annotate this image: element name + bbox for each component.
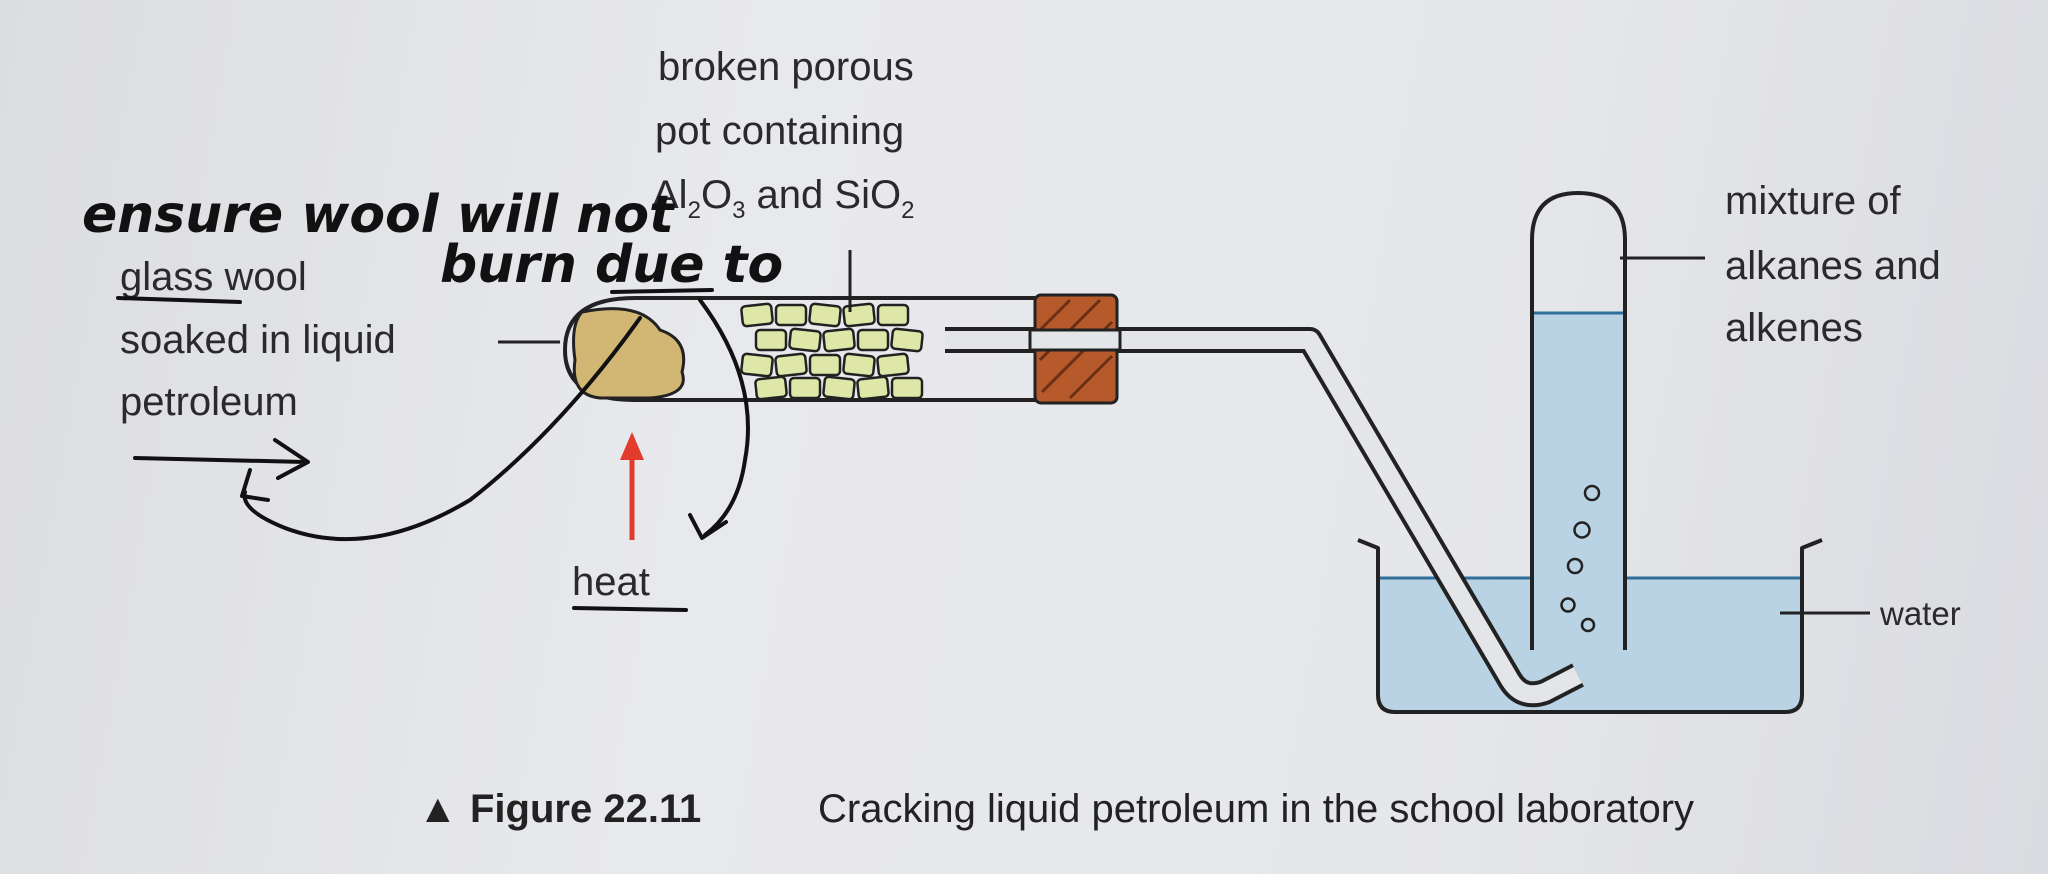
mixture-label-line3: alkenes (1725, 306, 1863, 350)
catalyst-piece (876, 352, 910, 378)
bubble (1573, 521, 1591, 539)
catalyst-label-line1: broken porous (658, 45, 914, 89)
figure-caption: Cracking liquid petroleum in the school … (818, 787, 1694, 831)
catalyst-piece (842, 302, 876, 328)
underline-burn (610, 288, 714, 294)
leader-lines (498, 250, 1870, 615)
figure-number: Figure 22.11 (470, 787, 701, 831)
mixture-label-line1: mixture of (1725, 179, 1901, 223)
caption-marker: ▲ (418, 787, 458, 831)
handwritten-note-line2: burn due to (440, 235, 783, 295)
mixture-label-line2: alkanes and (1725, 244, 1941, 288)
hand-curve-down (688, 298, 750, 540)
catalyst-piece (842, 352, 876, 378)
handwritten-annotations: ensure wool will not burn due to (82, 185, 783, 612)
delivery-tube (945, 327, 1584, 708)
heat-arrow (620, 432, 644, 540)
catalyst-piece (788, 376, 822, 400)
tube-outline (1530, 190, 1627, 650)
bubble (1580, 617, 1596, 633)
gas-bubbles (1560, 484, 1601, 633)
underline-heat (572, 606, 688, 612)
collection-tube (1530, 190, 1627, 650)
bubble (1566, 557, 1584, 575)
catalyst-piece (808, 353, 842, 377)
trough-outline (1357, 538, 1823, 714)
wool-label-line3: petroleum (120, 380, 298, 424)
catalyst-piece (890, 327, 924, 353)
catalyst-label-line3: Al2O3 and SiO2 (652, 173, 914, 224)
hand-curve-left (240, 316, 642, 542)
tube-through-bung (1028, 328, 1122, 352)
catalyst-piece (808, 302, 842, 328)
catalyst-piece (890, 376, 924, 400)
catalyst-piece (774, 303, 808, 327)
glass-wool-plug (572, 307, 686, 400)
tube-water (1532, 313, 1625, 640)
catalyst-pieces (740, 302, 924, 401)
handwritten-note-line1: ensure wool will not (82, 185, 676, 245)
catalyst-piece (876, 303, 910, 327)
catalyst-piece (774, 352, 808, 378)
catalyst-piece (788, 327, 822, 353)
wool-label-line2: soaked in liquid (120, 318, 396, 362)
bubble (1583, 484, 1601, 502)
catalyst-piece (740, 352, 774, 378)
catalyst-piece (740, 302, 774, 328)
bubble (1560, 597, 1576, 613)
catalyst-piece (822, 327, 856, 353)
underline-glass (116, 296, 242, 304)
catalyst-label-line2: pot containing (655, 109, 904, 153)
catalyst-piece (822, 375, 856, 401)
wool-label-line1: glass wool (120, 255, 307, 299)
heat-label: heat (572, 560, 650, 604)
catalyst-piece (754, 375, 788, 401)
catalyst-piece (856, 328, 890, 352)
hand-arrow-right (133, 438, 310, 480)
water-label: water (1879, 595, 1961, 632)
catalyst-piece (856, 375, 890, 401)
catalyst-piece (754, 328, 788, 352)
